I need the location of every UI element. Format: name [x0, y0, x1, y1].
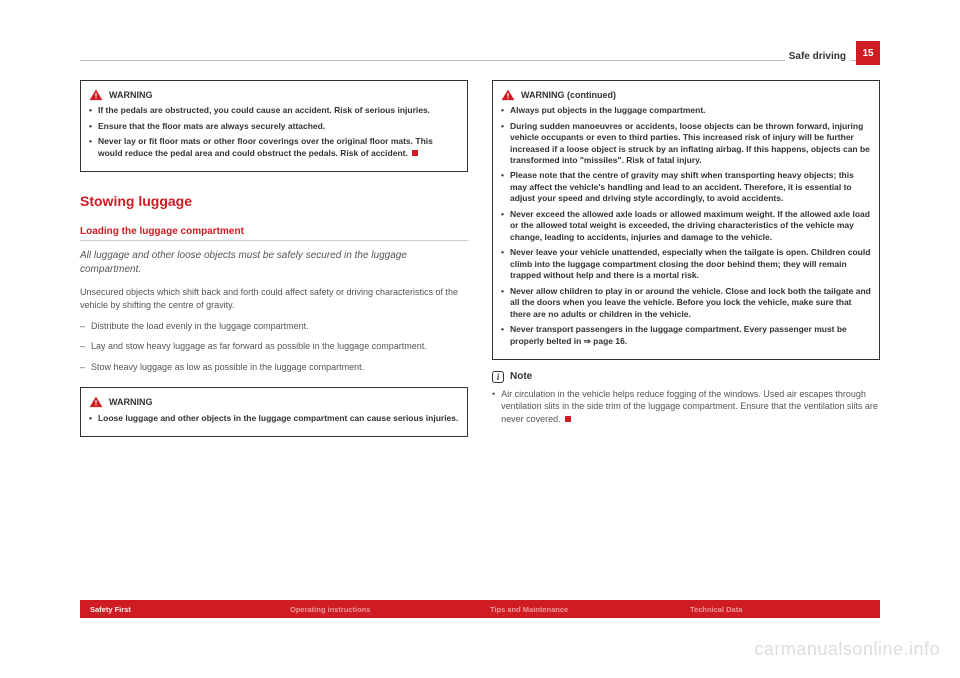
warning-bullet: •Never leave your vehicle unattended, es…	[501, 247, 871, 281]
intro-text: All luggage and other loose objects must…	[80, 249, 468, 276]
warning-header: WARNING	[89, 89, 459, 101]
sub-section-title: Loading the luggage compartment	[80, 225, 468, 239]
note-text: Air circulation in the vehicle helps red…	[501, 388, 880, 426]
header-rule: Safe driving 15	[80, 60, 880, 80]
warning-icon	[89, 396, 103, 408]
end-marker-icon	[565, 416, 571, 422]
warning-text: Ensure that the floor mats are always se…	[98, 121, 325, 132]
dash: –	[80, 361, 85, 374]
warning-bullet: • Ensure that the floor mats are always s…	[89, 121, 459, 132]
body-text: Unsecured objects which shift back and f…	[80, 286, 468, 311]
warning-bullet: •During sudden manoeuvres or accidents, …	[501, 121, 871, 167]
note-header: i Note	[492, 370, 880, 384]
instruction-text: Lay and stow heavy luggage as far forwar…	[91, 340, 427, 353]
instruction-text: Distribute the load evenly in the luggag…	[91, 320, 309, 333]
warning-bullet: •Please note that the centre of gravity …	[501, 170, 871, 204]
bullet-dot: •	[501, 209, 504, 243]
warning-text: During sudden manoeuvres or accidents, l…	[510, 121, 871, 167]
warning-text: Never transport passengers in the luggag…	[510, 324, 871, 347]
instruction-item: –Lay and stow heavy luggage as far forwa…	[80, 340, 468, 353]
warning-box-continued: WARNING (continued) • Always put objects …	[492, 80, 880, 360]
warning-text: Never leave your vehicle unattended, esp…	[510, 247, 871, 281]
warning-header: WARNING	[89, 396, 459, 408]
warning-text: Never allow children to play in or aroun…	[510, 286, 871, 320]
warning-box-luggage: WARNING • Loose luggage and other objects…	[80, 387, 468, 437]
footer-tab-safety: Safety First	[80, 600, 280, 618]
warning-text: Loose luggage and other objects in the l…	[98, 413, 458, 424]
bullet-dot: •	[89, 121, 92, 132]
warning-label: WARNING	[109, 89, 153, 101]
bullet-dot: •	[501, 121, 504, 167]
footer-nav: Safety First Operating instructions Tips…	[80, 600, 880, 618]
warning-text: If the pedals are obstructed, you could …	[98, 105, 430, 116]
warning-bullet: • If the pedals are obstructed, you could…	[89, 105, 459, 116]
note-bullet: • Air circulation in the vehicle helps r…	[492, 388, 880, 426]
warning-bullet: • Never transport passengers in the lugga…	[501, 324, 871, 347]
instruction-item: –Stow heavy luggage as low as possible i…	[80, 361, 468, 374]
warning-text: Please note that the centre of gravity m…	[510, 170, 871, 204]
bullet-dot: •	[89, 413, 92, 424]
instruction-text: Stow heavy luggage as low as possible in…	[91, 361, 364, 374]
bullet-dot: •	[501, 286, 504, 320]
info-icon: i	[492, 371, 504, 383]
header-title: Safe driving	[785, 47, 850, 66]
warning-label: WARNING (continued)	[521, 89, 616, 101]
note-label: Note	[510, 370, 532, 384]
sub-rule	[80, 240, 468, 241]
dash: –	[80, 320, 85, 333]
page-number: 15	[856, 41, 880, 65]
bullet-dot: •	[501, 170, 504, 204]
bullet-dot: •	[501, 105, 504, 116]
page-content: Safe driving 15 WARNING • If the pedals a…	[80, 60, 880, 447]
warning-text: Never exceed the allowed axle loads or a…	[510, 209, 871, 243]
warning-bullet: • Always put objects in the luggage compa…	[501, 105, 871, 116]
warning-text: Always put objects in the luggage compar…	[510, 105, 706, 116]
right-column: WARNING (continued) • Always put objects …	[492, 80, 880, 447]
instruction-item: –Distribute the load evenly in the lugga…	[80, 320, 468, 333]
bullet-dot: •	[492, 388, 495, 426]
bullet-dot: •	[501, 247, 504, 281]
page-xref: ⇒ page 16.	[584, 336, 628, 346]
warning-icon	[89, 89, 103, 101]
warning-label: WARNING	[109, 396, 153, 408]
warning-box-pedals: WARNING • If the pedals are obstructed, y…	[80, 80, 468, 172]
bullet-dot: •	[89, 136, 92, 159]
bullet-dot: •	[89, 105, 92, 116]
dash: –	[80, 340, 85, 353]
warning-bullet: • Loose luggage and other objects in the …	[89, 413, 459, 424]
warning-text: Never lay or fit floor mats or other flo…	[98, 136, 459, 159]
footer-tab-technical: Technical Data	[680, 600, 880, 618]
left-column: WARNING • If the pedals are obstructed, y…	[80, 80, 468, 447]
warning-header: WARNING (continued)	[501, 89, 871, 101]
warning-bullet: •Never allow children to play in or arou…	[501, 286, 871, 320]
end-marker-icon	[412, 150, 418, 156]
watermark: carmanualsonline.info	[754, 639, 940, 660]
warning-icon	[501, 89, 515, 101]
footer-tab-operating: Operating instructions	[280, 600, 480, 618]
section-title: Stowing luggage	[80, 192, 468, 211]
bullet-dot: •	[501, 324, 504, 347]
warning-bullet: • Never lay or fit floor mats or other fl…	[89, 136, 459, 159]
footer-tab-tips: Tips and Maintenance	[480, 600, 680, 618]
content-columns: WARNING • If the pedals are obstructed, y…	[80, 80, 880, 447]
warning-bullet: •Never exceed the allowed axle loads or …	[501, 209, 871, 243]
